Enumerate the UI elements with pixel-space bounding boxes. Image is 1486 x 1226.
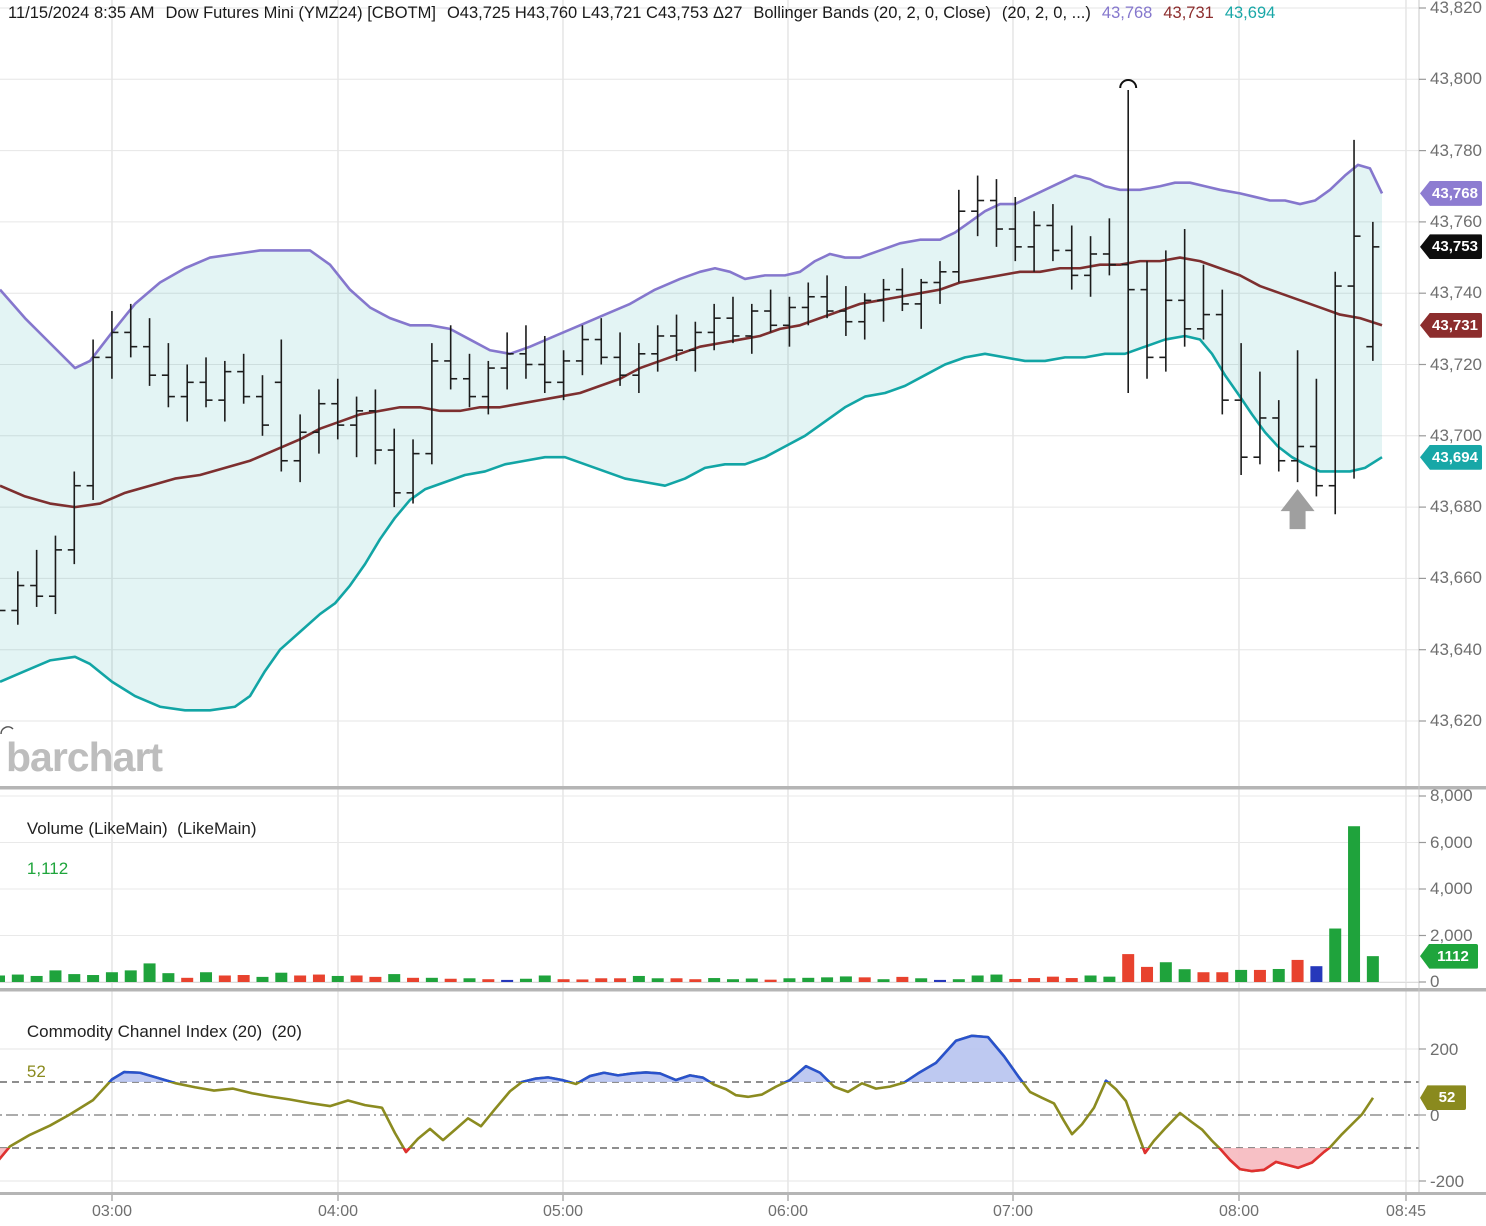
cci-axis-label: -200 <box>1430 1172 1465 1191</box>
price-axis-label: 43,820 <box>1430 0 1482 17</box>
x-axis-label: 07:00 <box>992 1203 1034 1220</box>
header-lower-band-value: 43,694 <box>1224 4 1276 22</box>
price-axis-label: 43,620 <box>1430 711 1482 730</box>
header-study-params[interactable]: (20, 2, 0, ...) <box>1001 4 1091 22</box>
price-axis-label: 43,700 <box>1430 425 1482 445</box>
volume-axis-label: 0 <box>1430 972 1440 991</box>
price-axis-label: 43,740 <box>1430 283 1482 303</box>
x-axis-label: 04:00 <box>317 1203 359 1220</box>
x-axis-label: 05:00 <box>542 1203 584 1220</box>
price-axis-label: 43,800 <box>1430 69 1482 89</box>
header-ohlc-values: O43,725 H43,760 L43,721 C43,753 Δ27 <box>446 4 743 22</box>
header-symbol: Dow Futures Mini (YMZ24) [CBOTM] <box>165 4 436 22</box>
price-axis-label: 43,680 <box>1430 497 1482 517</box>
header-study-label[interactable]: Bollinger Bands (20, 2, 0, Close) <box>753 4 991 22</box>
price-axis-label: 43,720 <box>1430 354 1482 374</box>
cci-axis-label: 0 <box>1430 1106 1440 1125</box>
price-axis-label: 43,660 <box>1430 568 1482 588</box>
price-axis-label: 43,780 <box>1430 140 1482 160</box>
main-value-badge: 43,768 <box>1420 180 1482 206</box>
cci-panel-header: Commodity Channel Index (20) (20) 52 <box>8 1002 302 1102</box>
main-value-badge: 43,753 <box>1420 234 1482 260</box>
volume-study-label[interactable]: Volume (LikeMain) (LikeMain) <box>26 819 257 838</box>
main-value-badge: 43,694 <box>1420 444 1482 470</box>
volume-axis-label: 6,000 <box>1430 832 1473 852</box>
volume-current-value: 1,112 <box>26 859 69 878</box>
cci-value-badge: 52 <box>1420 1085 1466 1111</box>
volume-axis-label: 4,000 <box>1430 879 1473 898</box>
x-axis-label: 08:45 <box>1385 1203 1427 1220</box>
volume-axis-label: 8,000 <box>1430 786 1473 805</box>
chart-header: 11/15/2024 8:35 AM Dow Futures Mini (YMZ… <box>8 4 1275 23</box>
x-axis-label: 06:00 <box>767 1203 809 1220</box>
price-axis-label: 43,760 <box>1430 211 1482 231</box>
volume-value-badge: 1112 <box>1420 943 1478 969</box>
volume-axis-label: 2,000 <box>1430 925 1473 945</box>
cci-study-label[interactable]: Commodity Channel Index (20) (20) <box>26 1022 302 1041</box>
cci-axis-label: 200 <box>1430 1040 1459 1059</box>
header-datetime: 11/15/2024 8:35 AM <box>8 4 155 22</box>
volume-panel-header: Volume (LikeMain) (LikeMain) 1,112 <box>8 799 257 899</box>
price-axis-label: 43,640 <box>1430 639 1482 659</box>
header-middle-band-value: 43,731 <box>1163 4 1214 22</box>
x-axis-label: 08:00 <box>1218 1203 1260 1220</box>
barchart-watermark-logo: barchart <box>6 734 163 780</box>
header-upper-band-value: 43,768 <box>1101 4 1153 22</box>
cci-current-value: 52 <box>26 1062 46 1081</box>
main-value-badge: 43,731 <box>1420 312 1482 338</box>
x-axis-label: 03:00 <box>91 1203 133 1220</box>
